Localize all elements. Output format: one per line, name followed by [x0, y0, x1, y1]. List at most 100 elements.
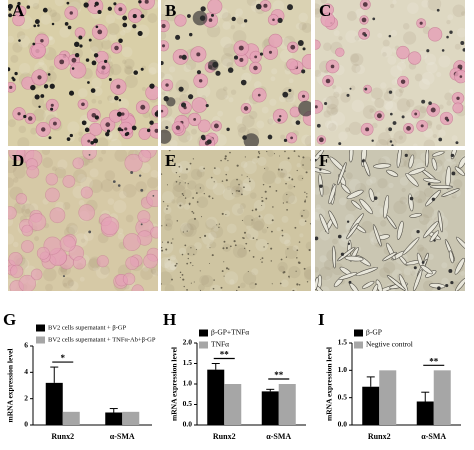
deposit [450, 280, 454, 285]
texture [90, 46, 99, 55]
deposit [67, 25, 72, 30]
deposit [462, 48, 465, 52]
x-tick-label: α-SMA [266, 432, 291, 441]
texture [392, 47, 397, 53]
texture [150, 170, 158, 178]
texture [345, 213, 355, 224]
texture [220, 53, 235, 67]
deposit [122, 22, 128, 28]
y-axis-title: mRNA expression level [325, 347, 334, 421]
deposit [140, 67, 144, 71]
deposit [196, 201, 199, 203]
texture [235, 8, 243, 17]
deposit [161, 173, 163, 175]
deposit [251, 209, 254, 212]
nucleus [325, 78, 331, 84]
deposit [373, 196, 378, 200]
nucleus [52, 121, 57, 126]
texture [89, 39, 104, 53]
texture [180, 172, 188, 181]
deposit [243, 186, 245, 189]
nucleus [87, 139, 91, 143]
texture [383, 261, 396, 274]
stained-cell [301, 53, 311, 70]
bar [379, 370, 397, 425]
texture [161, 271, 173, 286]
nucleus [28, 116, 33, 121]
deposit [87, 81, 90, 84]
stained-cell [191, 97, 208, 113]
deposit [208, 195, 211, 198]
texture [208, 231, 217, 241]
texture [388, 182, 394, 189]
deposit [413, 266, 417, 270]
deposit [34, 19, 40, 25]
deposit [282, 271, 285, 274]
deposit [287, 4, 293, 11]
stained-cell [207, 0, 223, 15]
deposit [338, 142, 342, 146]
deposit [251, 219, 253, 221]
texture [362, 105, 377, 119]
deposit [137, 30, 143, 36]
texture [263, 213, 275, 225]
texture [444, 92, 453, 101]
texture [351, 63, 361, 73]
legend-swatch [199, 341, 208, 349]
nucleus [419, 21, 423, 25]
deposit [264, 190, 267, 193]
texture [240, 161, 248, 168]
deposit [140, 188, 144, 192]
texture [276, 226, 281, 232]
texture [178, 247, 187, 256]
deposit [309, 223, 311, 225]
texture [280, 279, 289, 288]
deposit [450, 153, 455, 158]
cell [441, 188, 460, 197]
cell [396, 220, 404, 240]
deposit [146, 128, 151, 133]
texture [255, 238, 269, 252]
texture [78, 131, 83, 137]
texture [454, 43, 461, 50]
deposit [286, 201, 288, 203]
deposit [245, 242, 248, 245]
cell [423, 220, 439, 239]
texture [205, 219, 217, 230]
nucleus [301, 94, 306, 98]
deposit [315, 158, 317, 162]
deposit [404, 153, 408, 157]
deposit [288, 277, 290, 279]
nucleus [362, 2, 368, 7]
texture [230, 25, 236, 30]
texture [235, 115, 244, 124]
cell [425, 150, 430, 168]
texture [270, 76, 276, 82]
texture [338, 36, 343, 41]
deposit [286, 208, 288, 211]
stained-cell [45, 173, 58, 186]
deposit [282, 202, 285, 204]
texture [355, 64, 366, 75]
texture [12, 241, 19, 248]
deposit [243, 19, 248, 23]
deposit [248, 180, 251, 183]
texture [229, 279, 235, 285]
texture [288, 195, 298, 205]
legend-swatch [354, 329, 363, 337]
texture [50, 12, 61, 23]
texture [187, 180, 197, 190]
texture [297, 174, 304, 182]
nucleus [253, 65, 258, 71]
texture [251, 216, 265, 231]
deposit [188, 94, 194, 100]
deposit [196, 70, 202, 75]
cell [409, 213, 422, 218]
texture [150, 268, 157, 274]
nodule [298, 100, 311, 117]
texture [438, 104, 444, 110]
deposit [114, 95, 119, 101]
texture [231, 203, 244, 216]
x-tick-label: Runx2 [51, 432, 74, 441]
texture [279, 232, 291, 245]
